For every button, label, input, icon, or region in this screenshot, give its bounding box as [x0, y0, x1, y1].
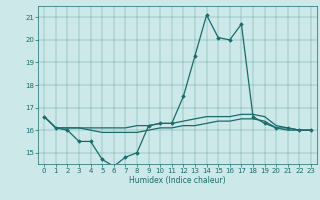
X-axis label: Humidex (Indice chaleur): Humidex (Indice chaleur) [129, 176, 226, 185]
